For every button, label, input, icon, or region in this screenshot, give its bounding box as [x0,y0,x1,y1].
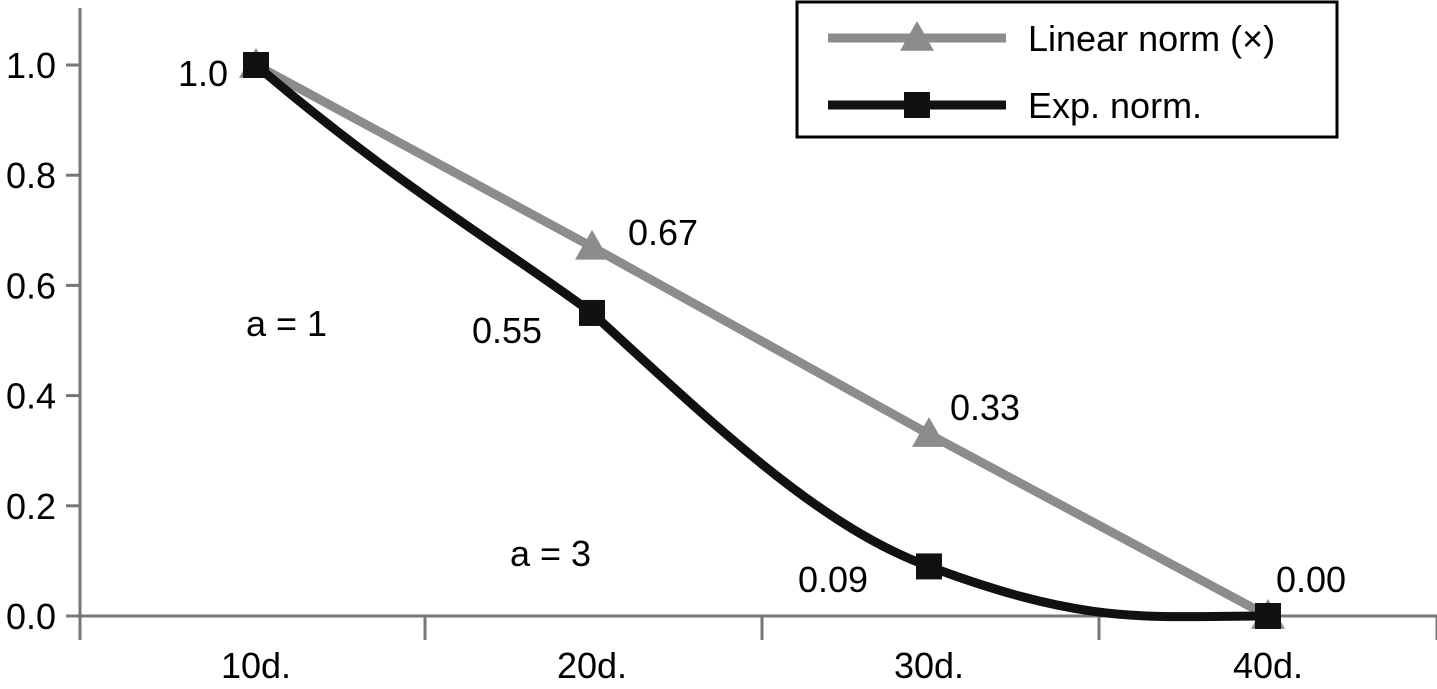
point-marker-square [916,553,942,580]
point-marker-triangle [575,229,609,260]
data-label: 0.33 [950,387,1020,428]
axes: 0.0 0.2 0.4 0.6 0.8 1.0 10d. 20d. 30d. 40d. [6,8,1437,686]
y-tick-label: 0.2 [6,486,56,527]
legend-entry-label: Linear norm (×) [1028,18,1275,59]
data-label: 0.55 [472,310,542,351]
x-tick-label: 40d. [1233,645,1303,686]
series-line [253,61,1269,622]
annotation-label: a = 3 [510,533,591,574]
legend-box [795,0,1339,139]
point-marker-triangle [900,21,934,51]
series-line [253,61,1271,620]
legend: Linear norm (×) Exp. norm. [795,0,1339,139]
point-marker-square [1255,603,1281,629]
data-label: 0.00 [1276,559,1346,600]
point-marker-square [579,299,605,326]
series-layer [239,48,1285,629]
y-tick-label: 0.4 [6,376,56,417]
x-tick-label: 20d. [557,645,627,686]
point-marker-square [243,52,269,78]
y-tick-label: 0.6 [6,265,56,306]
point-marker-square [904,92,930,118]
annotations: a = 1 a = 3 [246,303,591,574]
series-2 [243,52,1281,629]
data-label: 0.67 [628,212,698,253]
y-tick-label: 0.0 [6,596,56,637]
legend-entry-label: Exp. norm. [1028,85,1202,126]
data-label: 1.0 [178,53,228,94]
x-tick-label: 10d. [221,645,291,686]
annotation-label: a = 1 [246,303,327,344]
data-labels: 0.67 0.33 1.0 0.55 0.09 0.00 [178,53,1346,600]
data-label: 0.09 [798,559,868,600]
x-tick-label: 30d. [894,645,964,686]
point-marker-triangle [912,417,946,447]
y-tick-label: 0.8 [6,155,56,196]
y-tick-label: 1.0 [6,45,56,86]
